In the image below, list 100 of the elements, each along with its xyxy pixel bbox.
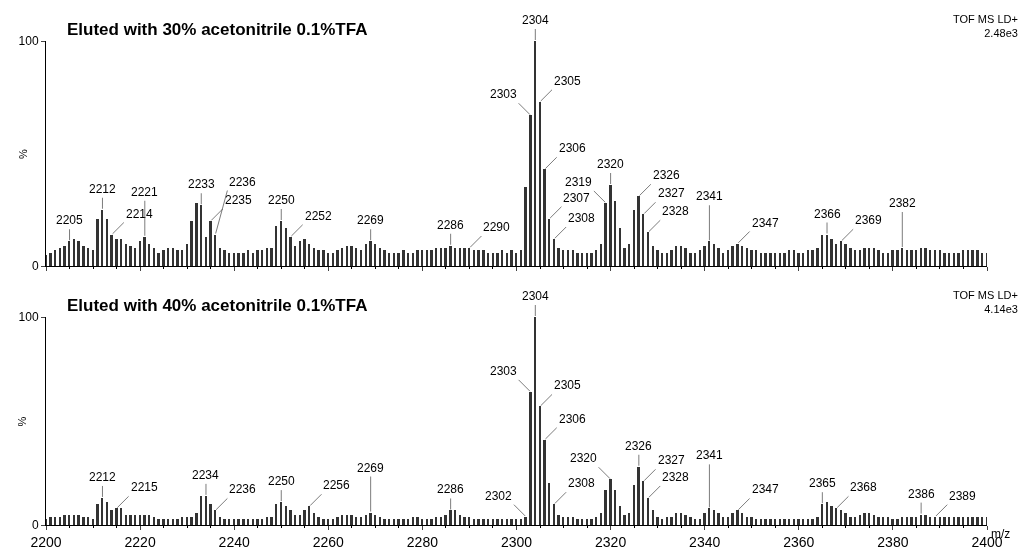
- bar: [675, 246, 677, 266]
- bar: [54, 250, 56, 266]
- bar: [407, 519, 409, 525]
- x-tick-label: 2280: [406, 533, 439, 550]
- bar: [289, 510, 292, 525]
- annotation: 2366: [814, 207, 842, 221]
- bar: [543, 440, 546, 525]
- x-tick-label: 2260: [312, 533, 345, 550]
- annotation: 2368: [850, 480, 878, 494]
- annotation: 2286: [437, 218, 465, 232]
- bar: [774, 519, 776, 525]
- bar: [73, 239, 75, 266]
- annotation: 2290: [483, 220, 511, 234]
- bar: [444, 515, 447, 525]
- annotation: 2382: [889, 196, 917, 210]
- bar: [308, 244, 310, 266]
- bar: [887, 517, 889, 525]
- bar: [873, 248, 875, 266]
- bar: [181, 250, 183, 266]
- bar: [510, 250, 513, 266]
- bar: [797, 519, 800, 525]
- bar: [901, 517, 903, 525]
- bar: [793, 250, 795, 266]
- bar: [186, 244, 188, 266]
- bar: [515, 253, 517, 266]
- annotation: 2327: [658, 186, 686, 200]
- bar: [661, 519, 663, 525]
- bar: [943, 517, 946, 525]
- bar: [647, 232, 649, 266]
- bar: [506, 519, 508, 525]
- bar: [285, 228, 287, 266]
- bar: [920, 248, 922, 266]
- bar: [539, 102, 541, 266]
- bar: [887, 253, 889, 266]
- bar: [779, 519, 781, 525]
- bar: [96, 504, 99, 525]
- bar: [524, 187, 527, 266]
- x-tick-label: 2220: [124, 533, 156, 550]
- bar: [854, 250, 856, 266]
- bar: [652, 510, 654, 525]
- bar: [167, 519, 169, 525]
- bar: [689, 253, 692, 266]
- bar: [430, 519, 433, 525]
- bar: [473, 519, 475, 525]
- annotation: 2328: [662, 204, 690, 218]
- annotation: 2369: [855, 213, 883, 227]
- bar: [675, 513, 677, 525]
- bar: [360, 517, 362, 525]
- bar: [346, 515, 348, 525]
- bar: [807, 519, 809, 525]
- bar: [581, 253, 583, 266]
- annotation: 2304: [522, 13, 550, 27]
- annotation: 2341: [696, 189, 724, 203]
- bar: [567, 250, 569, 266]
- bar: [802, 253, 804, 266]
- bar: [760, 253, 762, 266]
- bar: [501, 250, 503, 266]
- bar: [906, 250, 908, 266]
- bar: [891, 250, 894, 266]
- bar: [416, 517, 419, 525]
- bar: [294, 515, 296, 525]
- bar: [379, 248, 381, 266]
- annotation: 2389: [949, 489, 977, 503]
- bar: [642, 481, 644, 525]
- bar: [510, 519, 513, 525]
- bar: [684, 248, 687, 266]
- bar: [882, 253, 884, 266]
- bar: [600, 244, 602, 266]
- bar: [412, 253, 414, 266]
- bar: [830, 506, 833, 525]
- bar: [609, 479, 612, 525]
- bar: [586, 519, 588, 525]
- bar: [524, 517, 527, 525]
- bar: [924, 248, 927, 266]
- bar: [454, 248, 456, 266]
- bar: [426, 519, 428, 525]
- bar: [826, 502, 828, 525]
- annotation: 2250: [268, 474, 296, 488]
- bar: [826, 235, 828, 266]
- bar: [769, 519, 772, 525]
- bar: [388, 519, 390, 525]
- bar: [534, 41, 536, 266]
- bar: [205, 496, 207, 525]
- bar: [699, 250, 701, 266]
- bar: [590, 253, 593, 266]
- annotation: 2302: [485, 489, 513, 503]
- text: TOF MS LD+ 4.14e3: [953, 289, 1018, 316]
- bar: [412, 517, 414, 525]
- bar: [459, 515, 461, 525]
- annotation: 2236: [229, 482, 257, 496]
- bar: [661, 253, 663, 266]
- bar: [157, 253, 160, 266]
- bar: [976, 250, 979, 266]
- bar: [764, 253, 767, 266]
- bar: [275, 504, 277, 525]
- bar: [110, 510, 113, 525]
- annotation: 2212: [89, 182, 117, 196]
- bar: [496, 519, 499, 525]
- bar: [971, 517, 974, 525]
- bar: [200, 496, 202, 525]
